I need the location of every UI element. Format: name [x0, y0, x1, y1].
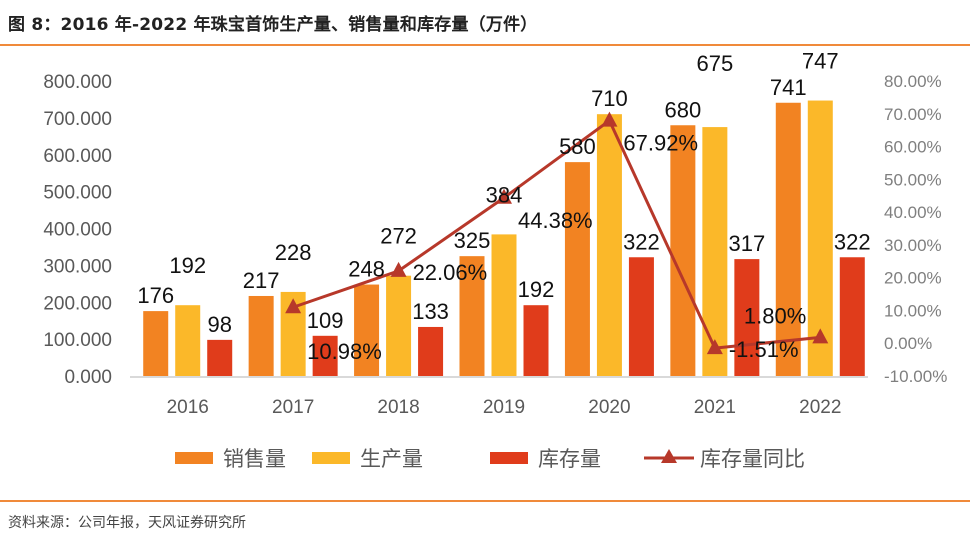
bar-data-label: 747	[802, 49, 839, 74]
x-tick-label: 2019	[483, 397, 525, 418]
y-left-tick-label: 100.000	[43, 330, 112, 351]
bar-production	[386, 275, 412, 376]
legend-label: 库存量	[538, 447, 601, 471]
x-tick-label: 2022	[799, 397, 841, 418]
bar-inventory	[734, 259, 760, 376]
y-axis-right: -10.00% 0.00% 10.00% 20.00% 30.00% 40.00% 50.0…	[884, 72, 947, 386]
x-tick-label: 2020	[588, 397, 630, 418]
triangle-marker	[812, 328, 829, 344]
line-data-label: 44.38%	[518, 208, 593, 233]
bar-sales	[143, 311, 169, 376]
line-inventory-yoy	[292, 119, 821, 350]
bar-inventory	[523, 305, 549, 376]
triangle-marker	[706, 339, 723, 355]
legend-label: 销售量	[223, 447, 286, 471]
bar-data-label: 109	[307, 308, 344, 333]
bar-inventory	[839, 257, 865, 376]
data-labels-group: 176 192 98 217 228 109 248 272 133 325 384 192 580 71…	[137, 49, 870, 365]
x-tick-label: 2021	[694, 397, 736, 418]
y-left-tick-label: 0.000	[64, 367, 112, 388]
y-right-tick-label: 0.00%	[884, 334, 932, 353]
line-data-label: 67.92%	[623, 131, 698, 156]
bar-data-label: 317	[728, 231, 765, 256]
bottom-divider	[0, 500, 970, 502]
x-tick-label: 2018	[377, 397, 419, 418]
bar-inventory	[312, 335, 338, 376]
bar-data-label: 322	[623, 229, 660, 254]
triangle-marker	[496, 188, 512, 204]
top-divider	[0, 44, 970, 46]
bar-data-label: 710	[591, 86, 628, 111]
y-right-tick-label: 40.00%	[884, 203, 942, 222]
bar-sales	[459, 256, 485, 376]
legend: 销售量 生产量 库存量 库存量同比	[175, 447, 805, 471]
bar-data-label: 322	[834, 229, 871, 254]
y-right-tick-label: 60.00%	[884, 138, 942, 157]
bar-data-label: 228	[275, 240, 312, 265]
bar-inventory	[418, 326, 444, 376]
y-right-tick-label: 70.00%	[884, 105, 942, 124]
bar-data-label: 680	[664, 97, 701, 122]
bar-sales	[248, 295, 274, 376]
bar-data-label: 192	[169, 253, 206, 278]
triangle-marker	[390, 261, 407, 277]
bar-data-label: 580	[559, 134, 596, 159]
bar-inventory	[628, 257, 654, 376]
bar-production	[596, 114, 622, 376]
bar-sales	[775, 102, 801, 376]
bar-data-label: 741	[770, 75, 807, 100]
bar-data-label: 325	[454, 228, 491, 253]
bar-data-label: 133	[412, 299, 449, 324]
source-note: 资料来源：公司年报，天风证券研究所	[8, 515, 246, 531]
y-right-tick-label: 10.00%	[884, 301, 942, 320]
y-right-tick-label: 50.00%	[884, 170, 942, 189]
chart-canvas: 0.000 100.000 200.000 300.000 400.000 500.000…	[43, 49, 947, 471]
y-right-tick-label: 30.00%	[884, 236, 942, 255]
bar-production	[175, 305, 201, 376]
line-data-label: 1.80%	[744, 303, 806, 328]
bar-data-label: 98	[207, 312, 231, 337]
x-tick-label: 2017	[272, 397, 314, 418]
bar-sales	[354, 284, 380, 376]
y-left-tick-label: 300.000	[43, 256, 112, 277]
bar-production	[702, 127, 728, 376]
bar-inventory	[207, 339, 233, 376]
line-data-label: 10.98%	[307, 339, 382, 364]
line-series-group	[285, 111, 829, 355]
chart-title: 图 8：2016 年-2022 年珠宝首饰生产量、销售量和库存量（万件）	[8, 15, 538, 35]
legend-triangle-icon	[661, 449, 677, 463]
bar-production	[491, 234, 517, 376]
triangle-marker	[285, 298, 302, 314]
legend-swatch	[312, 452, 350, 464]
bar-data-label: 384	[486, 182, 523, 207]
bars-group	[143, 100, 865, 376]
bar-data-label: 217	[243, 268, 280, 293]
bar-data-label: 192	[518, 277, 555, 302]
y-left-tick-label: 500.000	[43, 183, 112, 204]
y-left-tick-label: 700.000	[43, 109, 112, 130]
legend-label: 生产量	[360, 447, 423, 471]
y-left-tick-label: 600.000	[43, 146, 112, 167]
y-right-tick-label: -10.00%	[884, 367, 947, 386]
legend-label: 库存量同比	[700, 447, 805, 471]
bar-sales	[564, 162, 590, 376]
bar-data-label: 272	[380, 224, 417, 249]
triangle-marker	[601, 111, 618, 127]
legend-swatch	[490, 452, 528, 464]
bar-data-label: 675	[696, 51, 733, 76]
x-tick-label: 2016	[167, 397, 209, 418]
bar-data-label: 248	[348, 257, 385, 282]
y-left-tick-label: 800.000	[43, 72, 112, 93]
y-right-tick-label: 20.00%	[884, 269, 942, 288]
line-data-label: 22.06%	[413, 260, 488, 285]
y-left-tick-label: 400.000	[43, 220, 112, 241]
legend-swatch	[175, 452, 213, 464]
bar-sales	[670, 125, 696, 376]
y-right-tick-label: 80.00%	[884, 72, 942, 91]
x-axis: 2016 2017 2018 2019 2020 2021 2022	[130, 376, 868, 418]
line-data-label: -1.51%	[729, 337, 799, 362]
bar-data-label: 176	[137, 283, 174, 308]
y-left-tick-label: 200.000	[43, 293, 112, 314]
y-axis-left: 0.000 100.000 200.000 300.000 400.000 500.000…	[43, 72, 112, 388]
